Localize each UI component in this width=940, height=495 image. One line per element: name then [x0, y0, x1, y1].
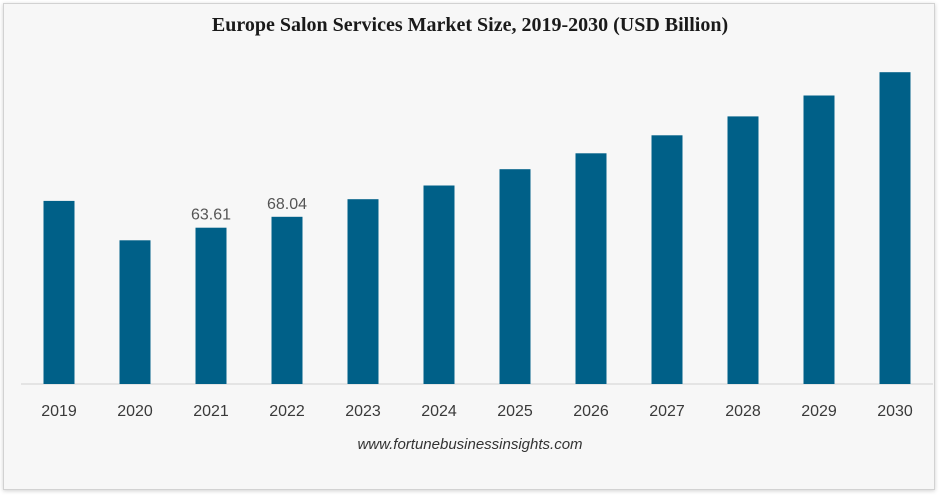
chart-title: Europe Salon Services Market Size, 2019-… — [211, 14, 729, 36]
x-tick-label-2022: 2022 — [269, 403, 305, 420]
bar-2028 — [727, 116, 759, 385]
x-tick-label-2020: 2020 — [117, 403, 153, 420]
bar-2023 — [347, 199, 379, 384]
x-tick-label-2019: 2019 — [41, 403, 77, 420]
source-watermark: www.fortunebusinessinsights.com — [357, 436, 583, 453]
bar-2021 — [195, 227, 227, 384]
x-tick-label-2025: 2025 — [497, 403, 533, 420]
x-tick-label-2023: 2023 — [345, 403, 381, 420]
data-labels-group: 63.61 68.04 — [191, 196, 307, 224]
bar-2027 — [651, 135, 683, 384]
bar-2019 — [43, 200, 75, 384]
x-tick-label-2026: 2026 — [573, 403, 609, 420]
bar-2024 — [423, 185, 455, 384]
x-tick-labels-group: 2019 2020 2021 2022 2023 2024 2025 2026 2027 2028… — [41, 403, 913, 420]
x-tick-label-2030: 2030 — [877, 403, 913, 420]
x-tick-label-2021: 2021 — [193, 403, 229, 420]
x-tick-label-2028: 2028 — [725, 403, 761, 420]
bar-2030 — [879, 72, 911, 384]
x-tick-label-2029: 2029 — [801, 403, 837, 420]
bar-2022 — [271, 216, 303, 384]
data-label-2022: 68.04 — [267, 196, 307, 213]
bar-2029 — [803, 95, 835, 384]
bar-2026 — [575, 153, 607, 384]
bars-group — [43, 72, 911, 385]
x-tick-label-2024: 2024 — [421, 403, 457, 420]
data-label-2021: 63.61 — [191, 207, 231, 224]
bar-2020 — [119, 240, 151, 384]
x-tick-label-2027: 2027 — [649, 403, 685, 420]
chart-card — [3, 3, 935, 490]
bar-2025 — [499, 169, 531, 384]
